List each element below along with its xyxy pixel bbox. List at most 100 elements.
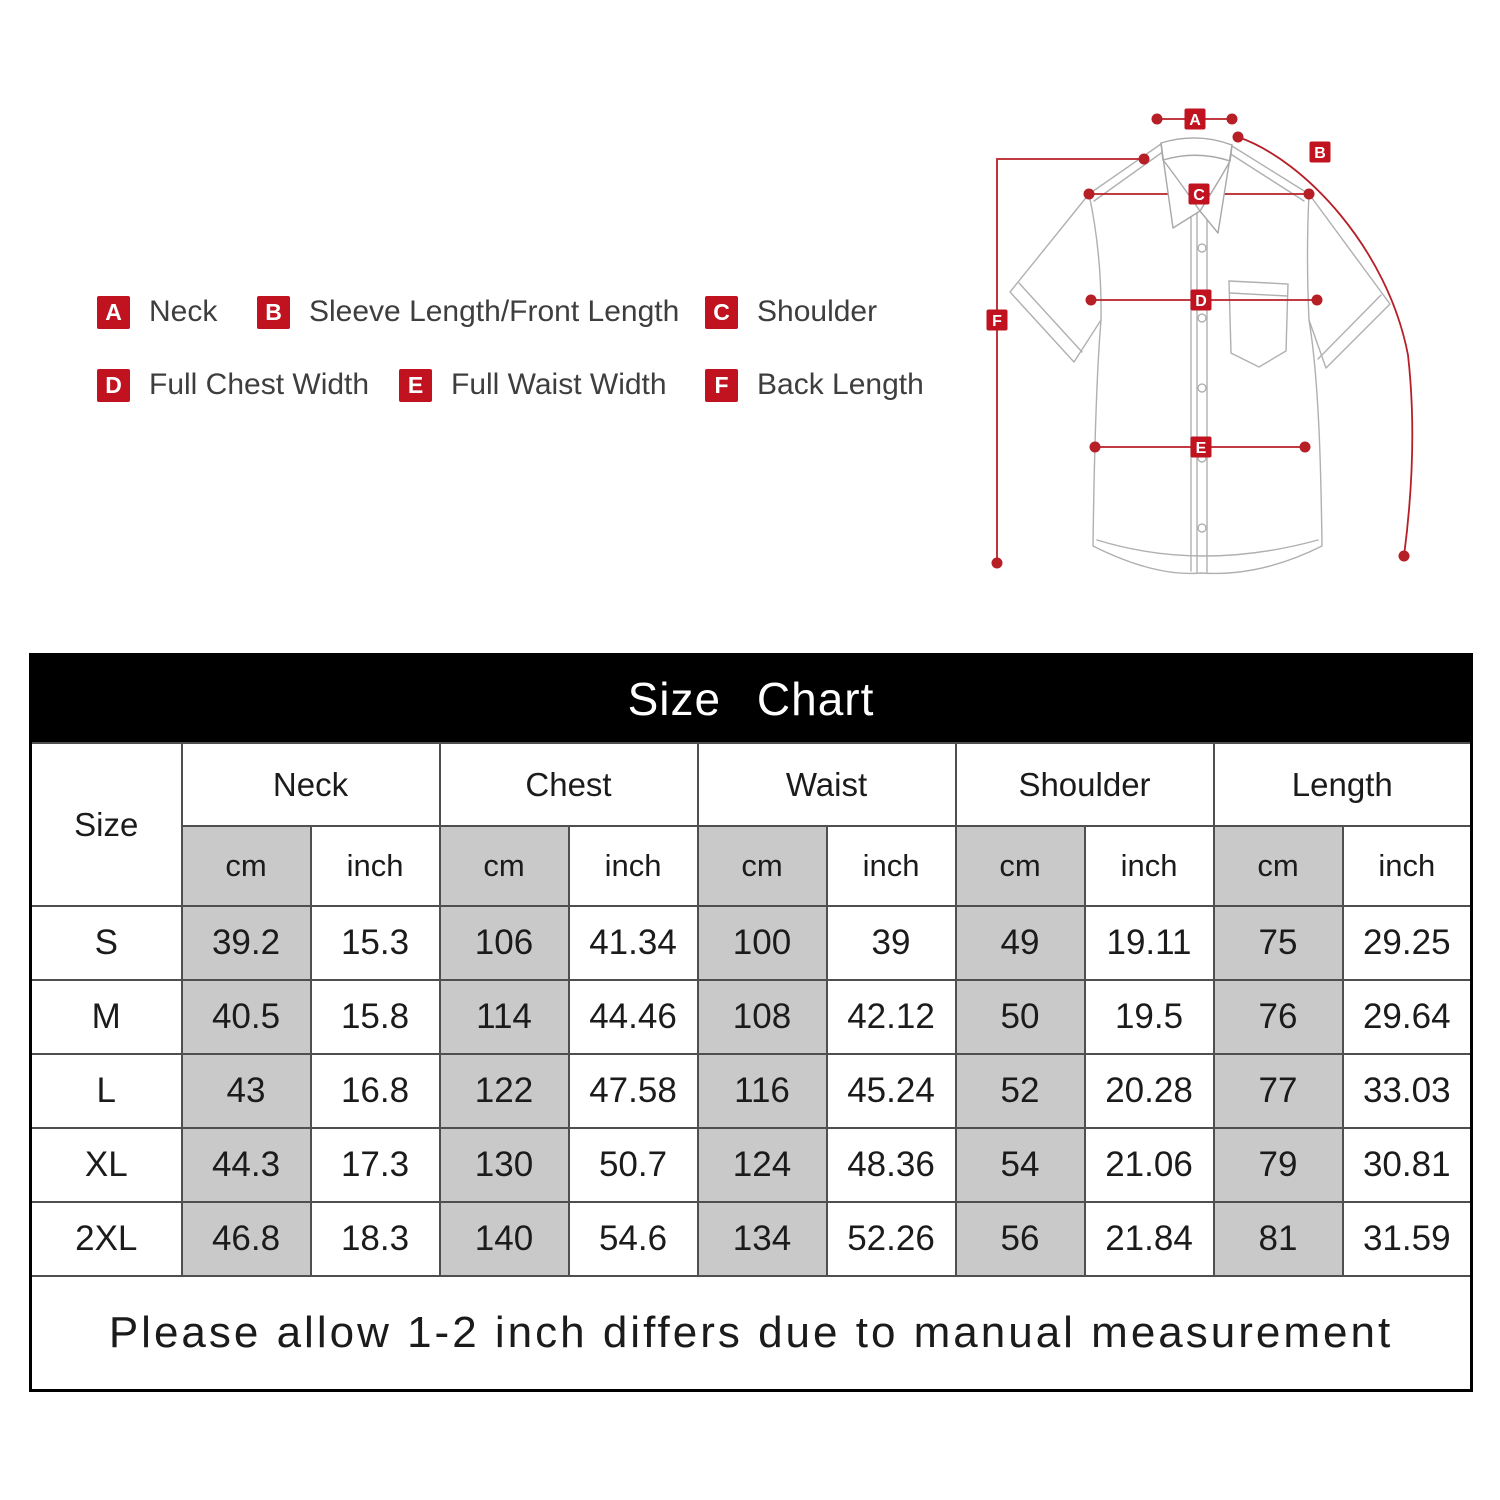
marker-e-icon: E	[399, 368, 432, 402]
table-cell: 76	[1212, 979, 1344, 1055]
legend-label: Back Length	[757, 368, 924, 401]
table-cell: 134	[696, 1201, 828, 1277]
table-cell: 21.84	[1083, 1201, 1215, 1277]
table-cell: 100	[696, 905, 828, 981]
shirt-collar	[1160, 137, 1233, 234]
table-cell: 39.2	[180, 905, 312, 981]
table-cell: 33.03	[1341, 1053, 1473, 1129]
row-label: L	[29, 1053, 183, 1129]
marker-c-box	[1188, 183, 1210, 205]
marker-b-icon: B	[257, 295, 290, 329]
shirt-pocket	[1228, 280, 1289, 368]
table-cell: 79	[1212, 1127, 1344, 1203]
table-cell: 15.3	[309, 905, 441, 981]
table-cell: 42.12	[825, 979, 957, 1055]
measurement-line-f	[996, 158, 1144, 563]
legend-item-full-waist-width: E Full Waist Width	[399, 368, 667, 402]
shirt-buttons	[1197, 243, 1207, 533]
unit-header-inch: inch	[1341, 825, 1473, 907]
marker-e-letter: E	[1196, 440, 1207, 457]
row-label: 2XL	[29, 1201, 183, 1277]
table-cell: 106	[438, 905, 570, 981]
table-cell: 20.28	[1083, 1053, 1215, 1129]
measurement-note: Please allow 1-2 inch differs due to man…	[29, 1275, 1473, 1392]
marker-f-letter: F	[992, 313, 1002, 330]
row-label: XL	[29, 1127, 183, 1203]
table-cell: 43	[180, 1053, 312, 1129]
table-cell: 46.8	[180, 1201, 312, 1277]
table-cell: 114	[438, 979, 570, 1055]
table-cell: 29.25	[1341, 905, 1473, 981]
marker-c-icon: C	[705, 295, 738, 329]
table-cell: 44.46	[567, 979, 699, 1055]
table-cell: 140	[438, 1201, 570, 1277]
table-cell: 47.58	[567, 1053, 699, 1129]
table-cell: 54.6	[567, 1201, 699, 1277]
measurement-markers: A B C D E F	[986, 108, 1331, 458]
table-cell: 19.11	[1083, 905, 1215, 981]
legend-label: Full Chest Width	[149, 368, 370, 401]
unit-header-inch: inch	[1083, 825, 1215, 907]
marker-b-box	[1309, 141, 1331, 163]
table-title: Size Chart	[29, 653, 1473, 744]
table-cell: 39	[825, 905, 957, 981]
unit-header-cm: cm	[696, 825, 828, 907]
row-label: S	[29, 905, 183, 981]
table-cell: 75	[1212, 905, 1344, 981]
table-cell: 81	[1212, 1201, 1344, 1277]
column-header-length: Length	[1212, 742, 1473, 827]
table-cell: 108	[696, 979, 828, 1055]
table-cell: 52.26	[825, 1201, 957, 1277]
shirt-outline	[1009, 143, 1391, 575]
legend-item-sleeve-length: B Sleeve Length/Front Length	[257, 295, 679, 329]
table-cell: 45.24	[825, 1053, 957, 1129]
unit-header-cm: cm	[180, 825, 312, 907]
marker-a-icon: A	[97, 295, 130, 329]
marker-e-box	[1190, 436, 1212, 458]
unit-header-cm: cm	[1212, 825, 1344, 907]
table-cell: 29.64	[1341, 979, 1473, 1055]
table-row-l: L 43 16.8 122 47.58 116 45.24 52 20.28 7…	[29, 1053, 1473, 1129]
table-cell: 122	[438, 1053, 570, 1129]
legend-item-neck: A Neck	[97, 295, 217, 329]
unit-header-cm: cm	[954, 825, 1086, 907]
unit-header-inch: inch	[309, 825, 441, 907]
marker-d-letter: D	[1195, 293, 1207, 310]
table-cell: 15.8	[309, 979, 441, 1055]
table-cell: 18.3	[309, 1201, 441, 1277]
legend-label: Sleeve Length/Front Length	[309, 295, 680, 328]
table-cell: 19.5	[1083, 979, 1215, 1055]
marker-f-icon: F	[705, 368, 738, 402]
table-row-xl: XL 44.3 17.3 130 50.7 124 48.36 54 21.06…	[29, 1127, 1473, 1203]
marker-d-box	[1190, 289, 1212, 311]
column-header-size: Size	[29, 742, 183, 907]
column-header-chest: Chest	[438, 742, 699, 827]
table-cell: 30.81	[1341, 1127, 1473, 1203]
table-cell: 49	[954, 905, 1086, 981]
column-header-shoulder: Shoulder	[954, 742, 1215, 827]
table-cell: 31.59	[1341, 1201, 1473, 1277]
unit-header-inch: inch	[567, 825, 699, 907]
marker-a-box	[1184, 108, 1206, 130]
table-cell: 54	[954, 1127, 1086, 1203]
table-cell: 77	[1212, 1053, 1344, 1129]
marker-a-letter: A	[1189, 112, 1201, 129]
legend-label: Neck	[149, 295, 218, 328]
measurement-endpoint-dots	[991, 113, 1410, 569]
unit-header-inch: inch	[825, 825, 957, 907]
column-header-neck: Neck	[180, 742, 441, 827]
table-cell: 16.8	[309, 1053, 441, 1129]
table-row-m: M 40.5 15.8 114 44.46 108 42.12 50 19.5 …	[29, 979, 1473, 1055]
legend-item-back-length: F Back Length	[705, 368, 924, 402]
table-cell: 44.3	[180, 1127, 312, 1203]
shirt-measurement-diagram: A B C D E F	[986, 108, 1414, 575]
marker-d-icon: D	[97, 368, 130, 402]
table-cell: 124	[696, 1127, 828, 1203]
table-cell: 130	[438, 1127, 570, 1203]
legend-item-shoulder: C Shoulder	[705, 295, 877, 329]
table-row-2xl: 2XL 46.8 18.3 140 54.6 134 52.26 56 21.8…	[29, 1201, 1473, 1277]
table-cell: 41.34	[567, 905, 699, 981]
table-row-s: S 39.2 15.3 106 41.34 100 39 49 19.11 75…	[29, 905, 1473, 981]
table-cell: 21.06	[1083, 1127, 1215, 1203]
